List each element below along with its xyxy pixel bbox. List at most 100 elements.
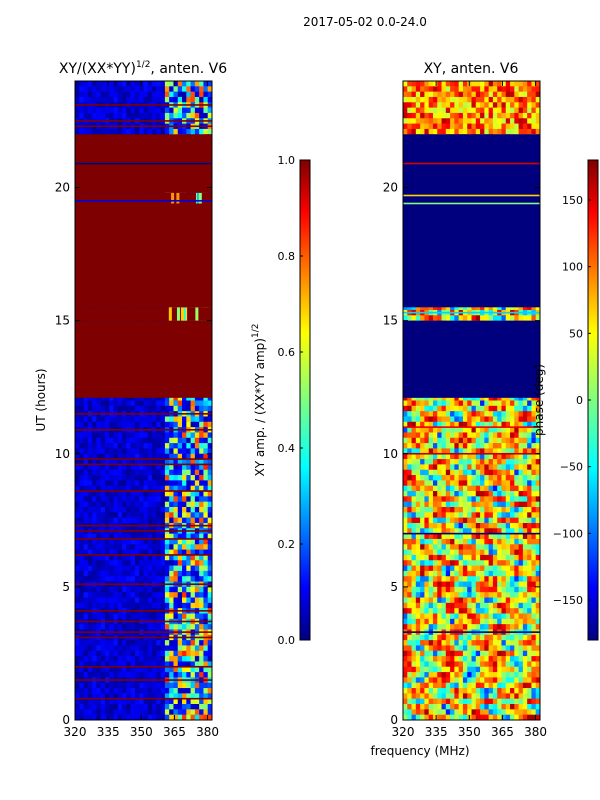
phase-heat-cell	[441, 102, 447, 109]
amp-heat-cell	[177, 517, 183, 524]
amp-heat-cell	[186, 682, 192, 689]
amp-heat-cell	[164, 549, 170, 556]
amp-heat-cell	[75, 709, 80, 716]
phase-heat-cell	[535, 123, 540, 130]
amp-heat-cell	[203, 448, 209, 455]
amp-heat-cell	[126, 459, 132, 465]
amp-heat-cell	[92, 400, 98, 407]
amp-heat-cell	[104, 400, 110, 407]
phase-heat-cell	[407, 96, 413, 103]
amp-heat-cell	[194, 512, 200, 519]
phase-heat-cell	[510, 81, 515, 87]
phase-heat-cell	[454, 128, 460, 135]
amp-heat-cell	[207, 475, 212, 481]
amp-heat-cell	[134, 395, 140, 402]
amp-heat-cell	[156, 91, 162, 98]
amp-heat-cell	[134, 86, 140, 93]
phase-heat-cell	[492, 102, 498, 109]
phase-heat-cell	[518, 96, 524, 103]
amp-heat-cell	[169, 475, 175, 481]
phase-heat-cell	[424, 96, 430, 103]
amp-heat-cell	[147, 597, 153, 604]
phase-heat-cell	[535, 96, 540, 103]
amp-heat-cell	[117, 565, 123, 572]
amp-heat-cell	[190, 688, 196, 694]
amp-heat-cell	[139, 650, 145, 657]
amp-heat-cell	[126, 395, 132, 402]
amp-heat-cell	[173, 480, 179, 487]
amp-heat-cell	[156, 405, 162, 412]
amp-heat-cell	[104, 512, 110, 519]
amp-heat-cell	[83, 666, 89, 673]
amp-heat-cell	[122, 81, 127, 87]
amp-heat-cell	[100, 432, 106, 439]
amp-heat-cell	[130, 661, 136, 668]
phase-heat-cell	[535, 128, 540, 135]
amp-heat-cell	[186, 395, 192, 402]
amp-heat-cell	[147, 688, 153, 694]
amp-heat-cell	[186, 714, 192, 720]
amp-heat-cell	[117, 512, 123, 519]
amp-heat-cell	[164, 597, 170, 604]
amp-heat-cell	[199, 86, 205, 93]
amp-heat-cell	[134, 437, 140, 444]
amp-heat-cell	[130, 91, 136, 98]
amp-heat-cell	[87, 682, 93, 689]
amp-heat-cell	[139, 704, 145, 710]
amp-heat-cell	[199, 107, 205, 114]
phase-heat-cell	[445, 123, 451, 130]
amp-colorbar-label: XY amp. / (XX*YY amp)1/2	[251, 324, 267, 477]
amp-heat-cell	[126, 602, 132, 609]
phase-heat-cell	[505, 118, 511, 125]
amp-heat-cell	[79, 554, 85, 561]
amp-heat-cell	[177, 453, 183, 460]
amp-heat-cell	[203, 91, 209, 98]
phase-heat-cell	[488, 96, 494, 103]
amp-heat-cell	[96, 544, 102, 551]
amp-heat-cell	[87, 613, 93, 620]
amp-heat-cell	[194, 666, 200, 673]
phase-heat-cell	[441, 81, 447, 87]
amp-heat-cell	[130, 443, 136, 450]
amp-heat-cell	[164, 688, 170, 694]
amp-heat-cell	[130, 81, 136, 87]
amp-heat-cell	[203, 437, 209, 444]
phase-heat-cell	[484, 112, 490, 119]
amp-heat-cell	[207, 86, 212, 93]
amp-heat-cell	[113, 682, 119, 689]
phase-heat-cell	[475, 123, 481, 130]
amp-heat-cell	[75, 549, 80, 556]
amp-heat-cell	[147, 480, 153, 487]
phase-heat-cell	[527, 112, 533, 119]
amp-heat-cell	[182, 576, 187, 583]
amp-heat-cell	[152, 544, 157, 551]
amp-heat-cell	[113, 693, 119, 700]
amp-heat-cell	[199, 480, 205, 487]
amp-heat-cell	[83, 496, 89, 503]
amp-heat-cell	[199, 544, 205, 551]
amp-heat-cell	[75, 544, 80, 551]
amp-heat-cell	[152, 688, 157, 694]
amp-heat-cell	[126, 469, 132, 476]
amp-heat-cell	[79, 395, 85, 402]
amp-heat-cell	[134, 549, 140, 556]
amp-heat-cell	[147, 533, 153, 540]
amp-heat-cell	[194, 421, 200, 428]
amp-heat-cell	[169, 507, 175, 513]
amp-heat-cell	[169, 86, 175, 93]
amp-heat-cell	[182, 570, 187, 577]
amp-heat-cell	[169, 469, 175, 476]
amp-heat-cell	[160, 437, 166, 444]
phase-heat-cell	[531, 81, 537, 87]
amp-heat-cell	[186, 560, 192, 567]
amp-heat-cell	[113, 576, 119, 583]
amp-heat-cell	[199, 512, 205, 519]
amp-heat-cell	[164, 443, 170, 450]
amp-heat-cell	[122, 443, 127, 450]
amp-title-tail: , anten. V6	[150, 61, 227, 77]
amp-heat-cell	[199, 128, 205, 135]
phase-heat-cell	[450, 102, 455, 109]
phase-heat-cell	[441, 112, 447, 119]
phase-heat-cell	[411, 91, 417, 98]
amp-heat-cell	[207, 682, 212, 689]
